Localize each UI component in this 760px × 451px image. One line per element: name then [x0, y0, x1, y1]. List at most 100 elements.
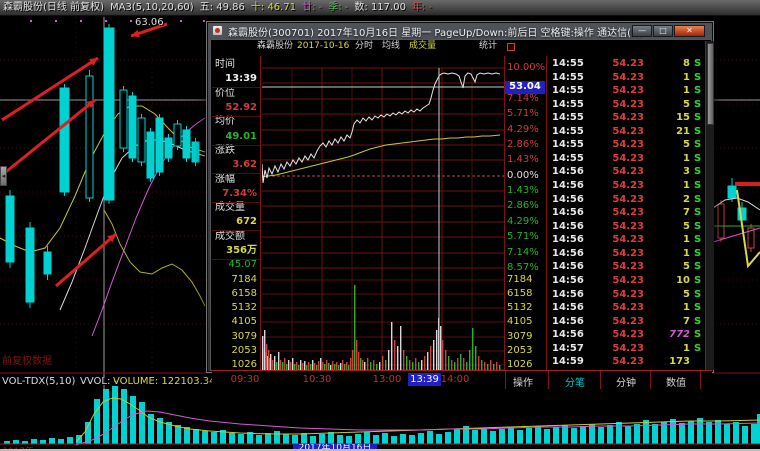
close-button[interactable]: ✕: [674, 25, 705, 37]
minute-volume-bar: [463, 358, 465, 370]
popup-title-bar[interactable]: 森霸股份(300701) 2017年10月16日 星期一 PageUp/Down…: [208, 23, 712, 39]
popup-avgline-label[interactable]: 均线: [382, 41, 401, 51]
minute-volume-bar: [370, 362, 372, 370]
tick-flag: S: [694, 85, 702, 97]
volume-bar: [616, 422, 622, 444]
volume-bar: [526, 428, 532, 444]
volume-bar: [589, 424, 595, 444]
view-tab[interactable]: 数值: [666, 378, 686, 389]
tick-price: 54.23: [612, 356, 644, 368]
volume-bar: [643, 420, 649, 444]
volume-bar: [67, 437, 73, 444]
volume-bar: [733, 422, 739, 444]
tick-time: 14:55: [552, 58, 584, 69]
tick-volume: 2: [683, 193, 690, 205]
tick-row[interactable]: 14:57 54.23 1 S: [548, 343, 704, 356]
tick-row[interactable]: 14:55 54.23 21 S: [548, 126, 704, 139]
tick-price: 54.23: [612, 166, 644, 178]
tick-row[interactable]: 14:56 54.23 3 S: [548, 166, 704, 179]
popup-stock-name: 森霸股份: [257, 41, 294, 51]
volume-bar: [337, 435, 343, 444]
tick-row[interactable]: 14:56 54.23 1 S: [548, 180, 704, 193]
minute-volume-bar: [352, 350, 354, 370]
tick-row[interactable]: 14:55 54.23 1 S: [548, 153, 704, 166]
minute-volume-bar: [406, 356, 408, 370]
minute-volume-bar: [427, 352, 429, 370]
popup-mode-label[interactable]: 分时: [355, 41, 374, 51]
minute-volume-bar: [278, 352, 280, 370]
tick-row[interactable]: 14:56 54.23 1 S: [548, 248, 704, 261]
minute-volume-bar: [385, 360, 387, 370]
volume-bar: [193, 429, 199, 444]
stats-button[interactable]: 统计: [479, 41, 498, 51]
tick-row[interactable]: 14:56 54.23 7 S: [548, 316, 704, 329]
tick-price: 54.23: [612, 220, 644, 232]
volume-bar: [535, 426, 541, 444]
topbar-segment: 数: 117.00: [354, 2, 406, 13]
stats-icon[interactable]: [507, 43, 515, 51]
topbar-segment: MA3(5,10,20,60): [109, 2, 194, 13]
quote-label: 成交额: [215, 231, 245, 242]
tick-row[interactable]: 14:56 54.23 2 S: [548, 194, 704, 207]
tick-row[interactable]: 14:56 54.23 5 S: [548, 261, 704, 274]
tick-list-scrollbar[interactable]: [705, 41, 714, 370]
time-axis-label: 09:30: [230, 374, 260, 385]
tick-row[interactable]: 14:59 54.23 173: [548, 356, 704, 369]
view-tab[interactable]: 分钟: [616, 378, 636, 389]
divider: [212, 116, 260, 117]
tick-row[interactable]: 14:55 54.23 1 S: [548, 72, 704, 85]
tick-price: 54.23: [612, 85, 644, 97]
minute-volume-bar: [373, 360, 375, 370]
minute-volume-bar: [340, 363, 342, 370]
ma-dot: [55, 20, 57, 22]
tick-row[interactable]: 14:56 54.23 7 S: [548, 207, 704, 220]
tick-price: 54.23: [612, 58, 644, 69]
volume-bar: [634, 424, 640, 444]
tick-row[interactable]: 14:55 54.23 5 S: [548, 99, 704, 112]
minute-volume-bar: [484, 362, 486, 370]
scrollbar-thumb[interactable]: [707, 43, 714, 125]
volume-bar: [463, 426, 469, 444]
tick-flag: S: [694, 220, 702, 232]
view-tab[interactable]: 操作: [513, 378, 533, 389]
minute-volume-bar: [391, 322, 393, 370]
tick-time: 14:59: [552, 356, 584, 368]
divider: [212, 230, 260, 231]
tick-row[interactable]: 14:55 54.23 15 S: [548, 112, 704, 125]
candle-body: [25, 227, 35, 303]
volume-bar: [265, 433, 271, 444]
tick-row[interactable]: 14:56 54.23 772 S: [548, 329, 704, 342]
tick-flag: S: [694, 234, 702, 246]
tick-row[interactable]: 14:56 54.23 1 S: [548, 234, 704, 247]
topbar-segment: 森霸股份(日线 前复权): [3, 2, 104, 13]
intraday-chart-canvas[interactable]: [262, 65, 504, 371]
minute-volume-bar: [346, 362, 348, 370]
tick-row[interactable]: 14:55 54.23 5 S: [548, 139, 704, 152]
minute-volume-bar: [298, 365, 300, 370]
maximize-button[interactable]: □: [653, 25, 673, 37]
tick-row[interactable]: 14:56 54.23 10 S: [548, 275, 704, 288]
tick-row[interactable]: 14:56 54.23 5 S: [548, 221, 704, 234]
date-axis-year: 2017年: [2, 444, 34, 449]
view-tab[interactable]: 分笔: [565, 378, 585, 389]
minute-volume-bar: [364, 362, 366, 370]
tick-volume: 1: [683, 234, 690, 246]
divider: [600, 371, 601, 389]
candle-body: [128, 95, 137, 159]
minute-volume-bar: [430, 346, 432, 370]
popup-volume-label[interactable]: 成交量: [409, 41, 437, 51]
tick-row[interactable]: 14:56 54.23 5 S: [548, 289, 704, 302]
minimize-button[interactable]: —: [632, 25, 652, 37]
minute-volume-bar: [294, 364, 296, 370]
candle-body: [182, 129, 191, 159]
candle-body: [173, 123, 182, 147]
panel-collapse-handle[interactable]: ◂: [0, 166, 7, 186]
volume-bar: [301, 433, 307, 444]
tick-volume: 5: [683, 261, 690, 273]
tick-row[interactable]: 14:56 54.23 1 S: [548, 302, 704, 315]
tick-row[interactable]: 14:55 54.23 8 S: [548, 58, 704, 71]
minute-volume-bar: [282, 362, 284, 370]
tick-row[interactable]: 14:55 54.23 1 S: [548, 85, 704, 98]
volume-bar: [697, 418, 703, 444]
high-price-annotation: 63.06: [135, 17, 164, 28]
